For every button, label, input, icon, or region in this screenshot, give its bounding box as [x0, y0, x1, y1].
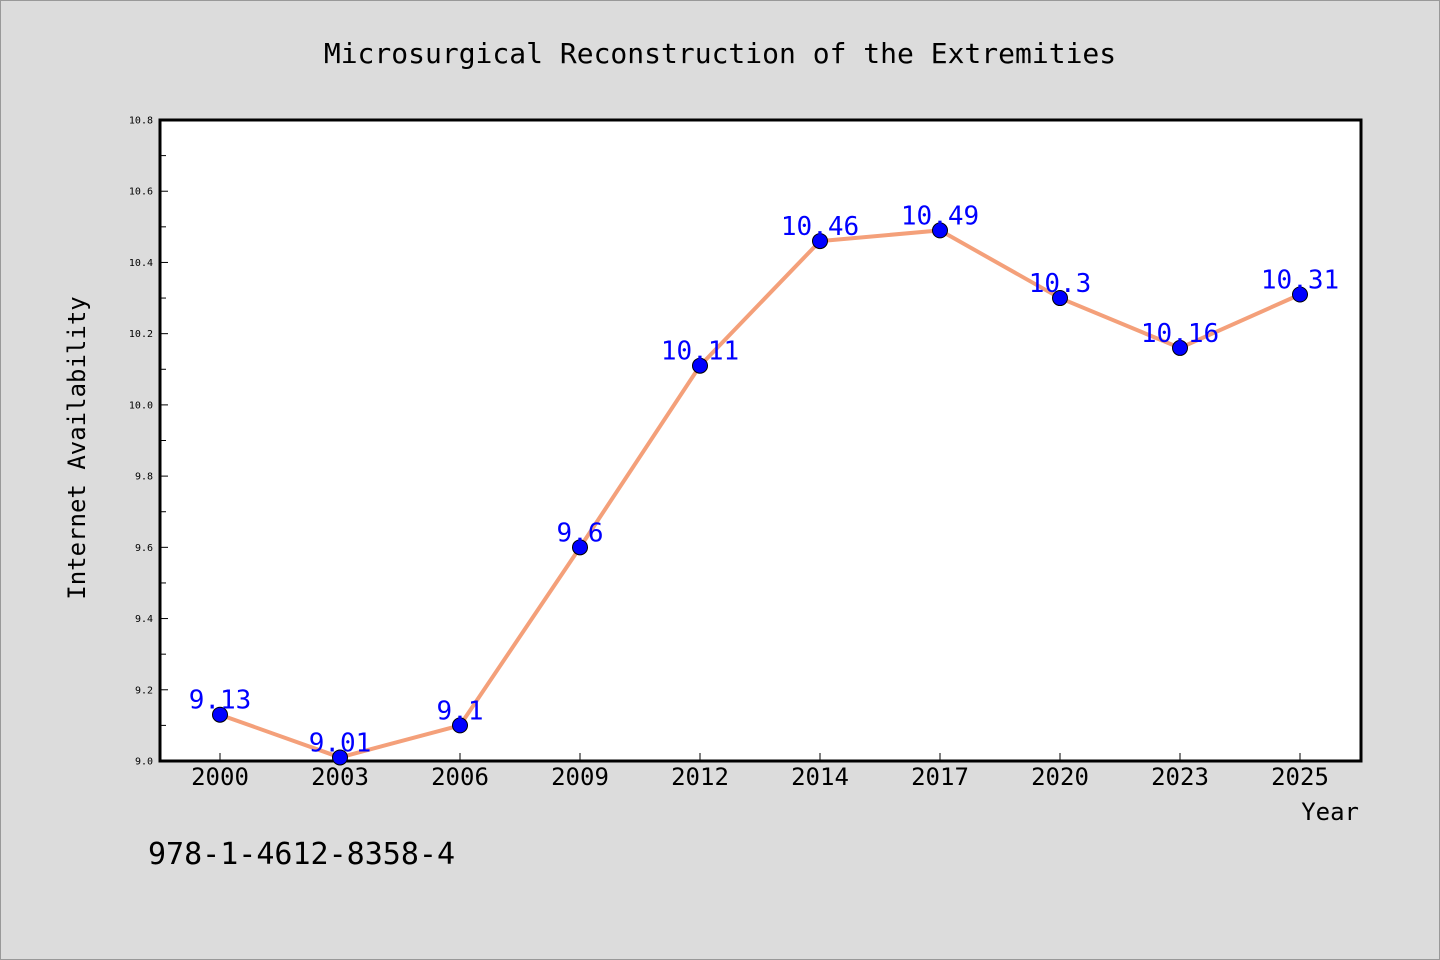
- x-axis-label: Year: [1301, 798, 1359, 826]
- data-point: [812, 233, 828, 250]
- data-label: 10.49: [901, 201, 979, 231]
- x-tick-label: 2025: [1271, 763, 1329, 791]
- x-tick-label: 2012: [671, 763, 729, 791]
- x-tick-label: 2023: [1151, 763, 1209, 791]
- y-tick-label: 10.6: [129, 187, 153, 198]
- y-tick-label: 10.8: [129, 116, 153, 127]
- series-layer: [212, 222, 1308, 766]
- data-label: 9.6: [557, 518, 604, 548]
- data-label: 10.11: [661, 337, 739, 367]
- data-point: [572, 539, 588, 556]
- data-point: [1172, 339, 1188, 356]
- data-label: 9.1: [437, 696, 484, 726]
- y-tick-label: 10.2: [129, 329, 153, 340]
- data-point: [1052, 290, 1068, 307]
- data-label: 10.31: [1261, 265, 1339, 295]
- y-tick-label: 9.2: [135, 685, 153, 696]
- y-tick-label: 9.4: [135, 614, 153, 625]
- y-tick-label: 9.0: [135, 757, 153, 768]
- data-label: 10.46: [781, 212, 859, 242]
- data-labels-layer: 9.13 9.01 9.1 9.6 10.11 10.46 10.49 10.3 10.16 10…: [189, 201, 1339, 758]
- y-axis: 9.0 9.2 9.4 9.6 9.8 10.0 10.2 10.4 10.6 10.8: [129, 116, 168, 768]
- chart-title: Microsurgical Reconstruction of the Extr…: [324, 37, 1116, 70]
- data-point: [212, 706, 228, 723]
- x-tick-label: 2017: [911, 763, 969, 791]
- plot-area: [158, 118, 1363, 763]
- series-line: [219, 228, 1301, 760]
- x-axis: 2000 2003 2006 2009 2012 2014 2017 2020 2023 2025: [191, 753, 1329, 791]
- data-label: 10.16: [1141, 319, 1219, 349]
- y-tick-label: 10.4: [129, 258, 153, 269]
- data-label: 9.13: [189, 686, 252, 716]
- data-point: [1292, 286, 1308, 303]
- y-tick-label: 9.6: [135, 543, 153, 554]
- x-tick-label: 2014: [791, 763, 849, 791]
- x-tick-label: 2020: [1031, 763, 1089, 791]
- y-axis-label: Internet Availability: [63, 296, 91, 599]
- x-tick-label: 2000: [191, 763, 249, 791]
- data-point: [692, 357, 708, 374]
- x-tick-label: 2009: [551, 763, 609, 791]
- x-tick-label: 2006: [431, 763, 489, 791]
- data-label: 9.01: [309, 728, 372, 758]
- y-tick-label: 9.8: [135, 472, 153, 483]
- data-point: [452, 717, 468, 734]
- x-tick-label: 2003: [311, 763, 369, 791]
- data-point: [932, 222, 948, 239]
- y-tick-label: 10.0: [129, 400, 153, 411]
- data-label: 10.3: [1029, 269, 1092, 299]
- isbn-annotation: 978-1-4612-8358-4: [148, 837, 455, 872]
- data-point: [332, 749, 348, 766]
